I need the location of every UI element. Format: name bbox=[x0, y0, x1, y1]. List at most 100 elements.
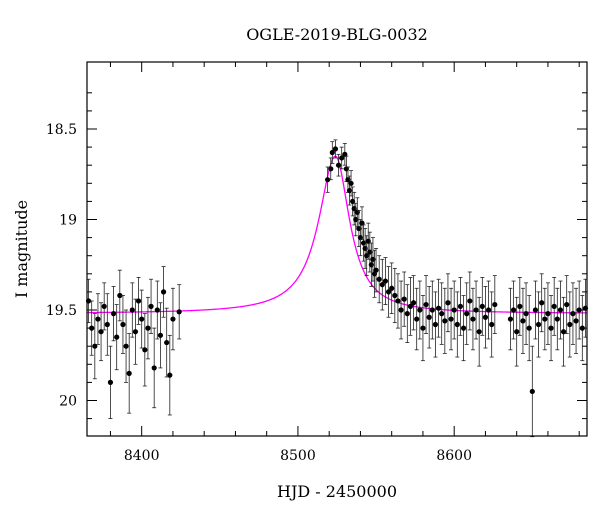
data-marker bbox=[329, 149, 335, 156]
data-point bbox=[95, 293, 101, 345]
data-point bbox=[476, 296, 482, 367]
data-point bbox=[457, 277, 464, 336]
data-marker bbox=[148, 303, 154, 309]
data-marker bbox=[335, 162, 342, 168]
data-point bbox=[389, 262, 395, 315]
data-point bbox=[148, 278, 154, 334]
data-marker bbox=[157, 332, 164, 338]
data-marker bbox=[570, 311, 576, 317]
model-curve bbox=[87, 155, 588, 314]
data-marker bbox=[325, 177, 331, 183]
data-marker bbox=[114, 334, 120, 340]
x-tick-label: 8500 bbox=[280, 448, 316, 464]
data-point bbox=[157, 302, 164, 369]
data-marker bbox=[557, 307, 564, 313]
data-point bbox=[379, 258, 385, 311]
data-marker bbox=[385, 289, 392, 295]
data-point bbox=[332, 139, 339, 159]
data-marker bbox=[142, 347, 148, 353]
data-marker bbox=[539, 300, 545, 306]
data-point bbox=[442, 287, 448, 354]
data-point bbox=[392, 267, 398, 324]
data-point bbox=[526, 295, 532, 362]
data-point bbox=[98, 302, 104, 362]
model-curve-group bbox=[87, 155, 588, 314]
data-point bbox=[89, 300, 95, 356]
data-marker bbox=[464, 311, 470, 317]
data-marker bbox=[98, 329, 104, 335]
y-tick-label: 19 bbox=[59, 213, 77, 229]
data-marker bbox=[442, 318, 448, 324]
data-point bbox=[514, 296, 520, 367]
data-point bbox=[448, 287, 454, 351]
data-marker bbox=[560, 329, 567, 335]
data-point bbox=[520, 287, 526, 354]
data-point bbox=[464, 282, 470, 345]
data-marker bbox=[457, 303, 464, 309]
data-marker bbox=[548, 325, 554, 331]
data-marker bbox=[379, 282, 385, 288]
data-marker bbox=[176, 309, 182, 315]
data-point bbox=[539, 273, 545, 333]
data-point bbox=[92, 313, 98, 380]
data-point bbox=[523, 282, 529, 345]
data-point bbox=[154, 280, 160, 340]
data-point bbox=[160, 266, 167, 318]
data-point bbox=[139, 289, 145, 349]
data-point bbox=[451, 280, 457, 340]
data-point bbox=[467, 271, 473, 331]
data-marker bbox=[551, 303, 557, 309]
data-marker bbox=[567, 321, 573, 328]
data-marker bbox=[492, 301, 498, 308]
data-marker bbox=[432, 321, 439, 328]
data-marker bbox=[401, 296, 407, 302]
data-marker bbox=[139, 316, 145, 322]
data-point bbox=[473, 280, 479, 340]
data-point bbox=[335, 153, 342, 177]
data-point bbox=[120, 295, 126, 354]
y-tick-label: 20 bbox=[59, 394, 77, 410]
data-marker bbox=[467, 298, 473, 304]
data-point bbox=[167, 334, 173, 416]
x-axis-label: HJD - 2450000 bbox=[277, 482, 397, 501]
data-point bbox=[142, 313, 148, 387]
data-marker bbox=[573, 318, 579, 324]
data-marker bbox=[470, 316, 476, 322]
data-point bbox=[382, 257, 389, 305]
data-marker bbox=[510, 307, 517, 313]
data-marker bbox=[129, 307, 135, 313]
data-point bbox=[564, 275, 570, 334]
data-marker bbox=[579, 325, 585, 331]
data-marker bbox=[417, 307, 423, 313]
data-marker bbox=[392, 292, 398, 299]
data-marker bbox=[404, 311, 410, 317]
data-marker bbox=[507, 316, 514, 322]
data-point bbox=[470, 287, 476, 351]
data-marker bbox=[542, 316, 548, 322]
data-point bbox=[560, 296, 567, 367]
data-marker bbox=[373, 267, 379, 273]
data-point bbox=[348, 170, 354, 197]
data-point bbox=[570, 282, 576, 345]
data-marker bbox=[120, 321, 126, 328]
data-point bbox=[479, 277, 485, 336]
data-marker bbox=[328, 166, 334, 172]
data-point bbox=[401, 271, 407, 327]
data-marker bbox=[382, 278, 389, 284]
data-marker bbox=[476, 329, 482, 335]
data-marker bbox=[154, 307, 160, 313]
data-marker bbox=[435, 305, 442, 311]
data-marker bbox=[473, 307, 479, 313]
data-marker bbox=[451, 307, 457, 313]
data-point bbox=[460, 295, 467, 362]
data-marker bbox=[407, 303, 414, 309]
data-marker bbox=[160, 289, 167, 295]
data-marker bbox=[376, 276, 382, 282]
data-marker bbox=[92, 343, 98, 349]
data-point bbox=[517, 277, 523, 336]
data-point bbox=[385, 266, 392, 318]
data-point bbox=[404, 284, 410, 343]
y-tick-label: 18.5 bbox=[46, 122, 77, 138]
data-marker bbox=[517, 303, 523, 309]
